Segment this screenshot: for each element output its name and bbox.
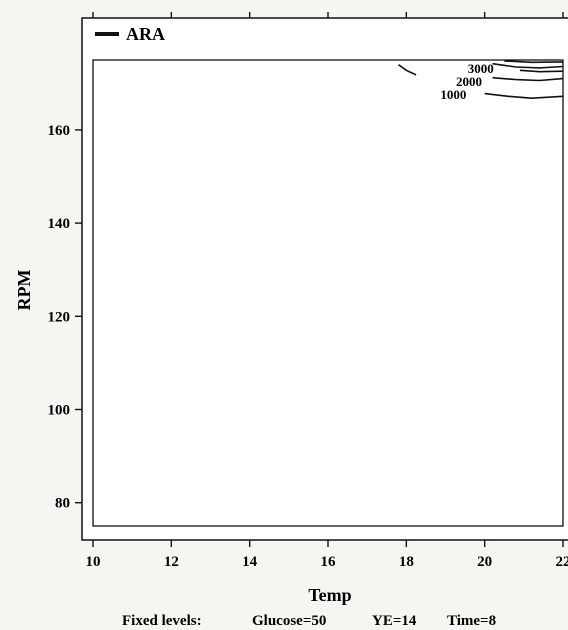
plot-region: [92, 59, 564, 527]
axes-frame: [81, 17, 568, 541]
x-tick-label: 16: [321, 554, 337, 570]
fixed-level-time: Time=8: [447, 613, 496, 629]
x-tick-label: 14: [242, 554, 258, 570]
fixed-level-glucose: Glucose=50: [252, 613, 326, 629]
contour-label: 3000: [468, 61, 494, 76]
x-tick-label: 10: [86, 554, 101, 570]
y-tick-label: 140: [48, 216, 71, 232]
contour-label: 1000: [440, 87, 466, 102]
legend: ARA: [95, 24, 165, 44]
y-tick-label: 120: [48, 309, 71, 325]
y-axis: 80 100 120 140 160: [48, 123, 82, 512]
contour-line: [492, 76, 564, 82]
contour-line: [398, 64, 417, 76]
fixed-levels-label: Fixed levels:: [122, 613, 202, 629]
legend-label: ARA: [126, 24, 165, 44]
contour-line: [519, 69, 564, 73]
x-axis: 10 12 14 16 18 20 22: [86, 12, 568, 570]
contour-line: [492, 62, 564, 69]
x-tick-label: 20: [477, 554, 492, 570]
contour-line: [484, 92, 564, 100]
y-axis-title: RPM: [14, 269, 34, 310]
y-tick-label: 80: [55, 496, 70, 512]
contour-line: [504, 60, 564, 64]
x-tick-label: 18: [399, 554, 414, 570]
x-tick-label: 12: [164, 554, 179, 570]
fixed-level-ye: YE=14: [372, 613, 417, 629]
y-tick-label: 160: [48, 123, 71, 139]
contour-label: 2000: [456, 74, 482, 89]
y-tick-label: 100: [48, 403, 71, 419]
x-axis-title: Temp: [308, 585, 351, 605]
x-tick-label: 22: [556, 554, 568, 570]
